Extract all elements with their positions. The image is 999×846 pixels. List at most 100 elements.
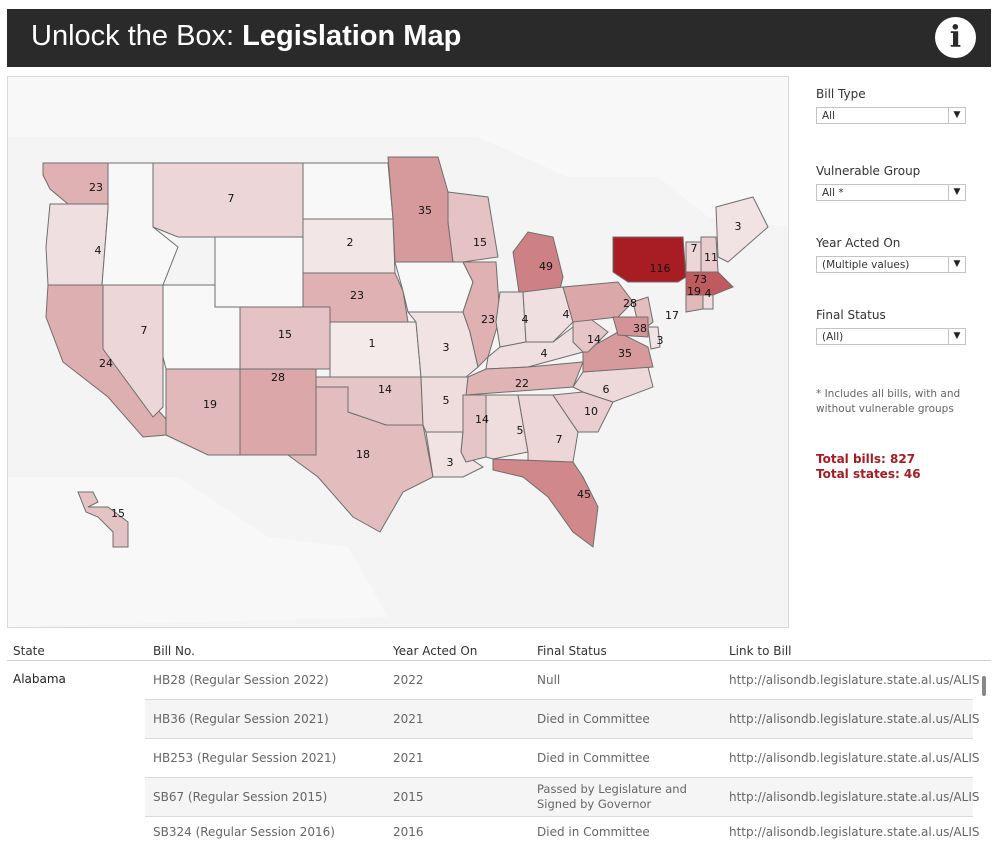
- state-count-label-ne: 23: [350, 289, 364, 302]
- state-ny[interactable]: [612, 236, 687, 283]
- status-cell: Died in Committee: [537, 751, 650, 765]
- vulnerable-group-select[interactable]: All * ▼: [816, 184, 966, 201]
- state-count-label-pa: 28: [623, 297, 637, 310]
- state-count-label-sd: 2: [347, 236, 354, 249]
- state-count-label-sc: 10: [584, 405, 598, 418]
- status-cell: Null: [537, 673, 561, 687]
- legislation-map[interactable]: 23 4 24 7 7 19 15 28 2 23 1 14 18 35 3 5 3 15 23 49 4 4 4 22 14 5…: [7, 76, 789, 628]
- bill-type-select[interactable]: All ▼: [816, 107, 966, 124]
- chevron-down-icon[interactable]: ▼: [948, 257, 965, 272]
- year-cell: 2015: [393, 790, 424, 804]
- filter-bill-type: Bill Type All ▼: [816, 87, 968, 124]
- state-hi[interactable]: [77, 491, 129, 548]
- year-acted-on-select[interactable]: (Multiple values) ▼: [816, 256, 966, 273]
- col-header-link[interactable]: Link to Bill: [729, 644, 792, 658]
- state-count-label-tn: 22: [515, 377, 529, 390]
- state-count-label-nh: 11: [704, 251, 718, 264]
- link-cell[interactable]: http://alisondb.legislature.state.al.us/…: [729, 825, 980, 839]
- bill-no-cell: SB67 (Regular Session 2015): [153, 790, 328, 804]
- title-bold: Legislation Map: [242, 20, 462, 52]
- state-count-label-ky: 4: [541, 347, 548, 360]
- state-pa[interactable]: [562, 281, 634, 323]
- select-value: (Multiple values): [822, 259, 910, 271]
- chevron-down-icon[interactable]: ▼: [948, 108, 965, 123]
- bill-no-cell: HB28 (Regular Session 2022): [153, 673, 329, 687]
- state-count-label-de: 3: [657, 334, 664, 347]
- state-ia[interactable]: [394, 261, 474, 313]
- state-count-label-me: 3: [735, 220, 742, 233]
- col-header-state[interactable]: State: [13, 644, 45, 658]
- filter-final-status: Final Status (All) ▼: [816, 308, 968, 345]
- col-header-bill-no[interactable]: Bill No.: [153, 644, 195, 658]
- bill-no-cell: SB324 (Regular Session 2016): [153, 825, 335, 839]
- state-count-label-wa: 23: [89, 181, 103, 194]
- state-count-label-ct: 19: [687, 285, 701, 298]
- state-count-label-ok: 14: [378, 383, 392, 396]
- year-cell: 2021: [393, 751, 424, 765]
- filter-year-acted-on: Year Acted On (Multiple values) ▼: [816, 236, 968, 273]
- table-row[interactable]: HB253 (Regular Session 2021) 2021 Died i…: [145, 739, 979, 778]
- state-tx[interactable]: [286, 386, 434, 533]
- state-ri[interactable]: [702, 294, 714, 310]
- link-cell[interactable]: http://alisondb.legislature.state.al.us/…: [729, 673, 980, 687]
- state-count-label-vt: 7: [691, 242, 698, 255]
- state-wy[interactable]: [214, 236, 304, 308]
- totals: Total bills: 827 Total states: 46: [816, 452, 921, 482]
- state-count-label-ma: 73: [693, 273, 707, 286]
- year-cell: 2021: [393, 712, 424, 726]
- col-header-final-status[interactable]: Final Status: [537, 644, 607, 658]
- app-header: Unlock the Box: Legislation Map i: [7, 9, 991, 67]
- table-row[interactable]: SB67 (Regular Session 2015) 2015 Passed …: [145, 778, 979, 817]
- state-count-label-mn: 35: [418, 204, 432, 217]
- state-fl[interactable]: [492, 458, 599, 548]
- state-ks[interactable]: [329, 321, 422, 378]
- state-count-label-al: 5: [517, 424, 524, 437]
- state-count-label-mo: 3: [443, 341, 450, 354]
- state-al[interactable]: [485, 394, 529, 460]
- state-count-label-va: 35: [618, 347, 632, 360]
- state-count-label-nc: 6: [603, 383, 610, 396]
- year-cell: 2022: [393, 673, 424, 687]
- state-me[interactable]: [715, 196, 769, 263]
- title-prefix: Unlock the Box:: [31, 20, 243, 52]
- state-de[interactable]: [647, 326, 661, 350]
- state-count-label-wv: 14: [587, 333, 601, 346]
- state-count-label-nv: 7: [141, 324, 148, 337]
- select-value: (All): [822, 331, 844, 343]
- state-count-label-ms: 14: [475, 413, 489, 426]
- info-icon[interactable]: i: [935, 17, 976, 58]
- state-md[interactable]: [612, 316, 649, 338]
- status-cell: Died in Committee: [537, 712, 650, 726]
- table-row[interactable]: HB28 (Regular Session 2022) 2022 Null ht…: [145, 661, 979, 700]
- col-header-year[interactable]: Year Acted On: [393, 644, 478, 658]
- state-ms[interactable]: [460, 394, 487, 463]
- state-count-label-tx: 18: [356, 448, 370, 461]
- status-line-2: Signed by Governor: [537, 797, 652, 811]
- state-count-label-oh: 4: [563, 308, 570, 321]
- state-count-label-nm: 28: [271, 371, 285, 384]
- chevron-down-icon[interactable]: ▼: [948, 329, 965, 344]
- table-scrollbar[interactable]: [982, 676, 986, 696]
- filter-vulnerable-group: Vulnerable Group All * ▼: [816, 164, 968, 201]
- state-nd[interactable]: [302, 162, 394, 220]
- state-count-label-in: 4: [522, 313, 529, 326]
- link-cell[interactable]: http://alisondb.legislature.state.al.us/…: [729, 751, 980, 765]
- state-sc[interactable]: [552, 391, 614, 433]
- state-count-label-ca: 24: [99, 357, 113, 370]
- select-value: All: [822, 110, 836, 122]
- year-cell: 2016: [393, 825, 424, 839]
- state-count-label-ga: 7: [556, 433, 563, 446]
- table-row[interactable]: SB324 (Regular Session 2016) 2016 Died i…: [145, 817, 979, 840]
- link-cell[interactable]: http://alisondb.legislature.state.al.us/…: [729, 712, 980, 726]
- table-header: State Bill No. Year Acted On Final Statu…: [7, 634, 991, 661]
- table-row[interactable]: HB36 (Regular Session 2021) 2021 Died in…: [145, 700, 979, 739]
- final-status-select[interactable]: (All) ▼: [816, 328, 966, 345]
- state-count-label-hi: 15: [111, 507, 125, 520]
- state-il[interactable]: [462, 261, 501, 368]
- state-oh[interactable]: [522, 286, 574, 343]
- chevron-down-icon[interactable]: ▼: [948, 185, 965, 200]
- link-cell[interactable]: http://alisondb.legislature.state.al.us/…: [729, 790, 980, 804]
- state-count-label-md: 38: [633, 322, 647, 335]
- state-ma[interactable]: [685, 271, 734, 298]
